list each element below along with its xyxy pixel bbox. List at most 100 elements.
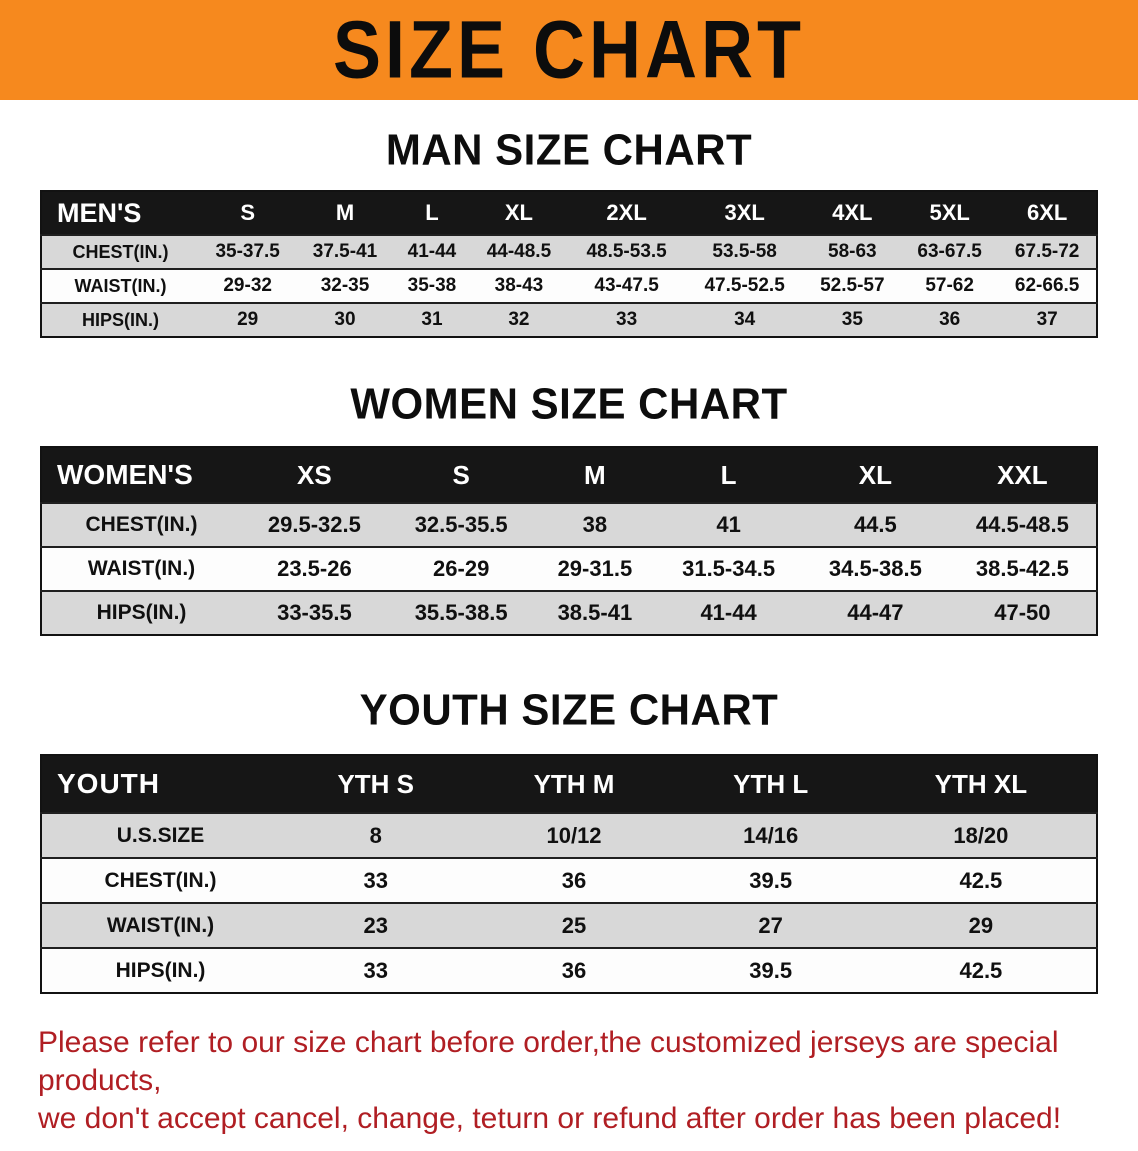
size-value-cell: 48.5-53.5 <box>586 241 667 262</box>
size-value-cell: 44.5 <box>853 512 897 537</box>
size-value-cell: 42.5 <box>959 957 1003 983</box>
size-value-cell: 52.5-57 <box>820 275 885 296</box>
youth-table-head: YOUTH YTH S YTH M YTH L YTH XL <box>41 755 1097 813</box>
size-value-cell: 8 <box>369 822 382 848</box>
youth-header-row: YOUTH YTH S YTH M YTH L YTH XL <box>41 755 1097 813</box>
row-label: HIPS(IN.) <box>81 309 159 330</box>
size-value-cell: 29-31.5 <box>557 556 633 581</box>
size-value-cell: 30 <box>334 309 356 330</box>
size-value-cell: 38.5-42.5 <box>975 556 1069 581</box>
row-label: WAIST(IN.) <box>106 913 215 937</box>
women-section: WOMEN SIZE CHART WOMEN'S XS S M L XL XXL CHEST(… <box>0 379 1138 636</box>
youth-size-table: YOUTH YTH S YTH M YTH L YTH XL U.S.SIZE 8 10/12… <box>40 754 1098 994</box>
size-value-cell: 53.5-58 <box>712 241 777 262</box>
men-size-col-header: S <box>240 200 255 225</box>
size-value-cell: 23 <box>363 912 388 938</box>
size-value-cell: 47-50 <box>994 600 1051 625</box>
size-value-cell: 29-32 <box>223 275 272 296</box>
size-value-cell: 42.5 <box>959 867 1003 893</box>
size-value-cell: 67.5-72 <box>1014 241 1080 262</box>
women-size-col-header: S <box>452 459 470 490</box>
size-value-cell: 10/12 <box>546 822 602 848</box>
size-value-cell: 43-47.5 <box>594 275 659 296</box>
women-size-col-header: M <box>584 459 606 490</box>
men-size-col-header: 3XL <box>724 200 765 225</box>
youth-data-row: WAIST(IN.) 23 25 27 29 <box>41 903 1097 948</box>
women-header-row: WOMEN'S XS S M L XL XXL <box>41 447 1097 503</box>
youth-data-row: U.S.SIZE 8 10/12 14/16 18/20 <box>41 813 1097 858</box>
women-size-table: WOMEN'S XS S M L XL XXL CHEST(IN.) 29.5-32.5 32.5… <box>40 446 1098 636</box>
size-value-cell: 38.5-41 <box>557 600 633 625</box>
women-data-row: HIPS(IN.) 33-35.5 35.5-38.5 38.5-41 41-44 44-… <box>41 591 1097 635</box>
women-section-heading: WOMEN SIZE CHART <box>350 379 788 428</box>
size-value-cell: 18/20 <box>953 822 1009 848</box>
size-value-cell: 44-47 <box>847 600 904 625</box>
men-size-table: MEN'S S M L XL 2XL 3XL 4XL 5XL 6XL CHEST(IN.) 35-37… <box>40 190 1098 338</box>
page-title: SIZE CHART <box>333 4 805 96</box>
size-value-cell: 34 <box>734 309 756 330</box>
size-value-cell: 29.5-32.5 <box>267 512 361 537</box>
youth-data-row: CHEST(IN.) 33 36 39.5 42.5 <box>41 858 1097 903</box>
size-value-cell: 36 <box>561 957 587 983</box>
size-value-cell: 44-48.5 <box>486 241 552 262</box>
size-value-cell: 44.5-48.5 <box>975 512 1069 537</box>
size-value-cell: 26-29 <box>433 556 490 581</box>
men-size-col-header: 2XL <box>606 200 647 225</box>
row-label: WAIST(IN.) <box>87 557 196 580</box>
size-value-cell: 35.5-38.5 <box>414 600 508 625</box>
size-value-cell: 34.5-38.5 <box>828 556 922 581</box>
women-size-col-header: XS <box>297 459 332 490</box>
size-value-cell: 33 <box>363 957 388 983</box>
size-value-cell: 41-44 <box>700 600 757 625</box>
size-value-cell: 62-66.5 <box>1014 275 1080 296</box>
men-table-title: MEN'S <box>57 197 142 228</box>
size-value-cell: 63-67.5 <box>917 241 982 262</box>
women-table-body: CHEST(IN.) 29.5-32.5 32.5-35.5 38 41 44.5 44.5… <box>41 503 1097 635</box>
youth-section: YOUTH SIZE CHART YOUTH YTH S YTH M YTH L YTH… <box>0 685 1138 994</box>
women-data-row: CHEST(IN.) 29.5-32.5 32.5-35.5 38 41 44.5 44.5… <box>41 503 1097 547</box>
size-value-cell: 35-37.5 <box>215 241 280 262</box>
youth-size-col-header: YTH L <box>733 768 809 799</box>
size-value-cell: 38 <box>582 512 608 537</box>
row-label: CHEST(IN.) <box>104 868 217 892</box>
row-label: HIPS(IN.) <box>115 958 206 982</box>
size-value-cell: 36 <box>939 309 961 330</box>
disclaimer-note: Please refer to our size chart before or… <box>38 1024 1100 1137</box>
men-data-row: HIPS(IN.) 29 30 31 32 33 34 35 36 37 <box>41 303 1097 337</box>
size-value-cell: 23.5-26 <box>277 556 352 581</box>
size-value-cell: 29 <box>237 309 259 330</box>
men-size-col-header: 6XL <box>1026 200 1068 225</box>
size-value-cell: 37.5-41 <box>312 241 378 262</box>
men-size-col-header: M <box>335 200 355 225</box>
disclaimer-line-1: Please refer to our size chart before or… <box>38 1026 1059 1097</box>
men-size-col-header: L <box>425 200 439 225</box>
men-section: MAN SIZE CHART MEN'S S M L XL 2XL 3XL 4XL 5XL 6XL… <box>0 125 1138 338</box>
youth-size-col-header: YTH XL <box>934 768 1028 799</box>
women-size-col-header: L <box>720 459 737 490</box>
size-value-cell: 32-35 <box>320 275 370 296</box>
size-value-cell: 35 <box>841 309 863 330</box>
women-size-col-header: XL <box>858 459 892 490</box>
youth-size-col-header: YTH M <box>533 768 615 799</box>
row-label: HIPS(IN.) <box>96 601 187 624</box>
size-value-cell: 33-35.5 <box>277 600 352 625</box>
women-table-title: WOMEN'S <box>57 459 193 490</box>
size-value-cell: 39.5 <box>749 867 793 893</box>
banner: SIZE CHART <box>0 0 1138 100</box>
row-label: CHEST(IN.) <box>85 513 198 536</box>
men-data-row: CHEST(IN.) 35-37.5 37.5-41 41-44 44-48.5 48.5… <box>41 235 1097 269</box>
youth-table-body: U.S.SIZE 8 10/12 14/16 18/20 CHEST(IN.) 33 36 39… <box>41 813 1097 993</box>
men-size-col-header: 5XL <box>929 200 970 225</box>
men-table-body: CHEST(IN.) 35-37.5 37.5-41 41-44 44-48.5 48.5… <box>41 235 1097 337</box>
size-value-cell: 29 <box>968 912 994 938</box>
women-size-col-header: XXL <box>997 459 1048 490</box>
men-section-heading: MAN SIZE CHART <box>385 125 753 174</box>
women-table-head: WOMEN'S XS S M L XL XXL <box>41 447 1097 503</box>
men-size-col-header: XL <box>504 200 533 225</box>
size-value-cell: 57-62 <box>925 275 974 296</box>
size-value-cell: 33 <box>616 309 638 330</box>
men-table-head: MEN'S S M L XL 2XL 3XL 4XL 5XL 6XL <box>41 191 1097 235</box>
women-data-row: WAIST(IN.) 23.5-26 26-29 29-31.5 31.5-34.5 34… <box>41 547 1097 591</box>
size-value-cell: 36 <box>561 867 587 893</box>
size-value-cell: 35-38 <box>407 275 457 296</box>
